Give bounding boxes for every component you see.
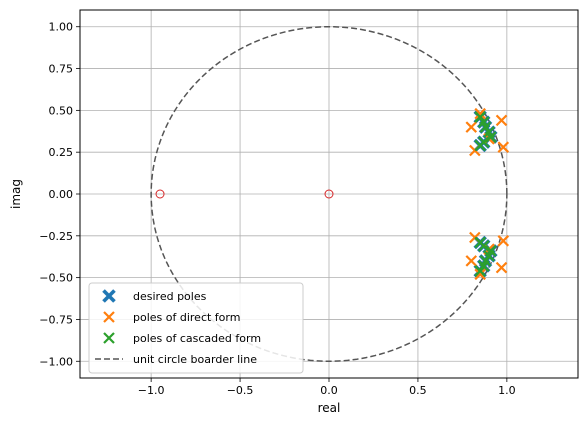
legend-marker	[103, 311, 115, 323]
legend-entry: unit circle boarder line	[95, 353, 257, 366]
x-tick-label: 0.5	[409, 384, 427, 397]
zero-marker	[155, 189, 165, 199]
legend-entry: poles of direct form	[103, 311, 240, 324]
pole-marker	[495, 114, 508, 127]
unit-circle-line	[150, 25, 508, 363]
pole-marker	[474, 268, 486, 281]
pole-marker	[483, 126, 495, 138]
x-tick-label: 1.0	[498, 384, 516, 397]
legend-entry: desired poles	[102, 289, 207, 303]
legend-marker	[102, 289, 116, 303]
legend-label: unit circle boarder line	[133, 353, 257, 366]
x-tick-label: −1.0	[138, 384, 165, 397]
legend: desired poles poles of direct form poles o…	[88, 282, 304, 374]
pole-marker	[474, 107, 486, 120]
x-tick-label: −0.5	[227, 384, 254, 397]
pole-marker	[485, 245, 497, 257]
plot-points	[155, 107, 510, 281]
pole-marker	[497, 141, 510, 153]
y-tick-label: −0.25	[39, 230, 73, 243]
y-tick-label: 0.75	[49, 63, 74, 76]
y-tick-label: −0.50	[39, 272, 73, 285]
pole-marker	[495, 261, 508, 274]
legend-entry: poles of cascaded form	[103, 332, 261, 345]
x-tick-label: 0.0	[320, 384, 338, 397]
zero-marker	[324, 189, 334, 199]
pole-marker	[485, 131, 497, 143]
pole-marker	[474, 139, 486, 152]
y-tick-label: 1.00	[49, 21, 74, 34]
y-tick-label: −0.75	[39, 313, 73, 326]
series-zeros	[155, 189, 334, 199]
pole-marker	[474, 236, 486, 249]
y-tick-label: 0.25	[49, 146, 74, 159]
pole-marker	[477, 116, 490, 128]
series-poles-of-cascaded-form	[474, 111, 497, 277]
legend-marker	[103, 332, 115, 344]
pole-marker	[469, 231, 481, 244]
axis-ticks: −1.0 −0.5 0.0 0.5 1.0 1.00 0.75 0.50 0.25 0.00 −0.…	[39, 21, 515, 397]
legend-label: poles of direct form	[133, 311, 240, 324]
pole-marker	[497, 235, 510, 247]
unit-circle-layer	[150, 25, 508, 363]
y-tick-label: −1.00	[39, 355, 73, 368]
x-axis-label: real	[318, 401, 341, 415]
legend-label: desired poles	[133, 290, 207, 303]
pole-marker	[465, 255, 478, 267]
legend-box	[88, 282, 304, 374]
y-tick-label: 0.00	[49, 188, 74, 201]
y-tick-label: 0.50	[49, 104, 74, 117]
legend-label: poles of cascaded form	[133, 332, 261, 345]
y-axis-label: imag	[9, 179, 23, 209]
pole-marker	[465, 121, 478, 133]
